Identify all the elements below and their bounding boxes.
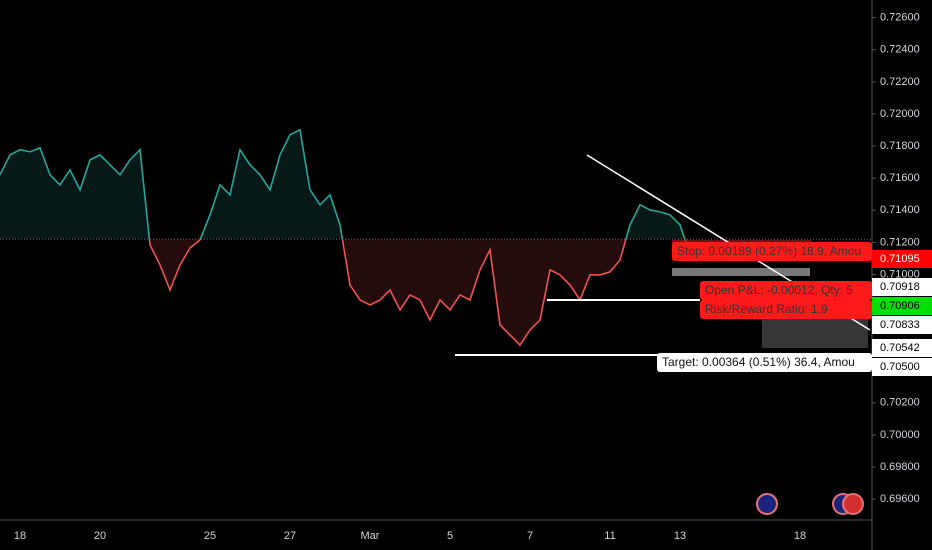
price-tag-label: 0.70918 — [880, 281, 920, 293]
annotation-box — [700, 300, 872, 319]
flag-icon[interactable] — [842, 493, 864, 515]
price-tag — [872, 358, 932, 376]
x-tick-label: Mar — [361, 530, 380, 542]
price-tag-label: 0.70542 — [880, 342, 920, 354]
x-tick-label: 13 — [674, 530, 686, 542]
x-tick-label: 7 — [527, 530, 533, 542]
price-tag-label: 0.70833 — [880, 319, 920, 331]
x-tick-label: 25 — [204, 530, 216, 542]
y-tick-label: 0.70200 — [880, 397, 920, 409]
price-line — [0, 128, 691, 347]
price-tag — [872, 339, 932, 357]
price-tag — [872, 250, 932, 268]
annotation-text: Risk/Reward Ratio: 1.9 — [705, 302, 828, 316]
x-tick-label: 5 — [447, 530, 453, 542]
y-tick-label: 0.69600 — [880, 493, 920, 505]
annotation-text: Open P&L: -0.00012, Qty: 5 — [705, 283, 853, 297]
y-tick-label: 0.72000 — [880, 108, 920, 120]
flag-icon[interactable] — [756, 493, 778, 515]
area-fill — [0, 129, 690, 346]
x-tick-label: 18 — [794, 530, 806, 542]
annotation-box — [657, 353, 872, 372]
annotation-text: Target: 0.00364 (0.51%) 36.4, Amou — [662, 355, 855, 369]
y-tick-label: 0.71200 — [880, 236, 920, 248]
x-tick-label: 27 — [284, 530, 296, 542]
annotation-box — [700, 281, 872, 300]
price-tag-label: 0.71095 — [880, 253, 920, 265]
x-tick-label: 11 — [604, 530, 615, 542]
x-tick-label: 18 — [14, 530, 26, 542]
price-tag — [872, 297, 932, 315]
y-tick-label: 0.71400 — [880, 204, 920, 216]
y-tick-label: 0.71800 — [880, 140, 920, 152]
y-tick-label: 0.72200 — [880, 76, 920, 88]
annotation-text: Stop: 0.00189 (0.27%) 18.9, Amou — [677, 244, 861, 258]
x-tick-label: 20 — [94, 530, 106, 542]
y-tick-label: 0.72600 — [880, 12, 920, 24]
y-tick-label: 0.71600 — [880, 172, 920, 184]
price-tag-label: 0.70500 — [880, 361, 920, 373]
y-tick-label: 0.70000 — [880, 429, 920, 441]
entry-bar — [672, 268, 810, 276]
y-tick-label: 0.71000 — [880, 268, 920, 280]
y-tick-label: 0.72400 — [880, 44, 920, 56]
annotation-box — [672, 242, 872, 261]
price-tag — [872, 316, 932, 334]
y-tick-label: 0.69800 — [880, 461, 920, 473]
price-tag — [872, 278, 932, 296]
price-tag-label: 0.70906 — [880, 300, 920, 312]
